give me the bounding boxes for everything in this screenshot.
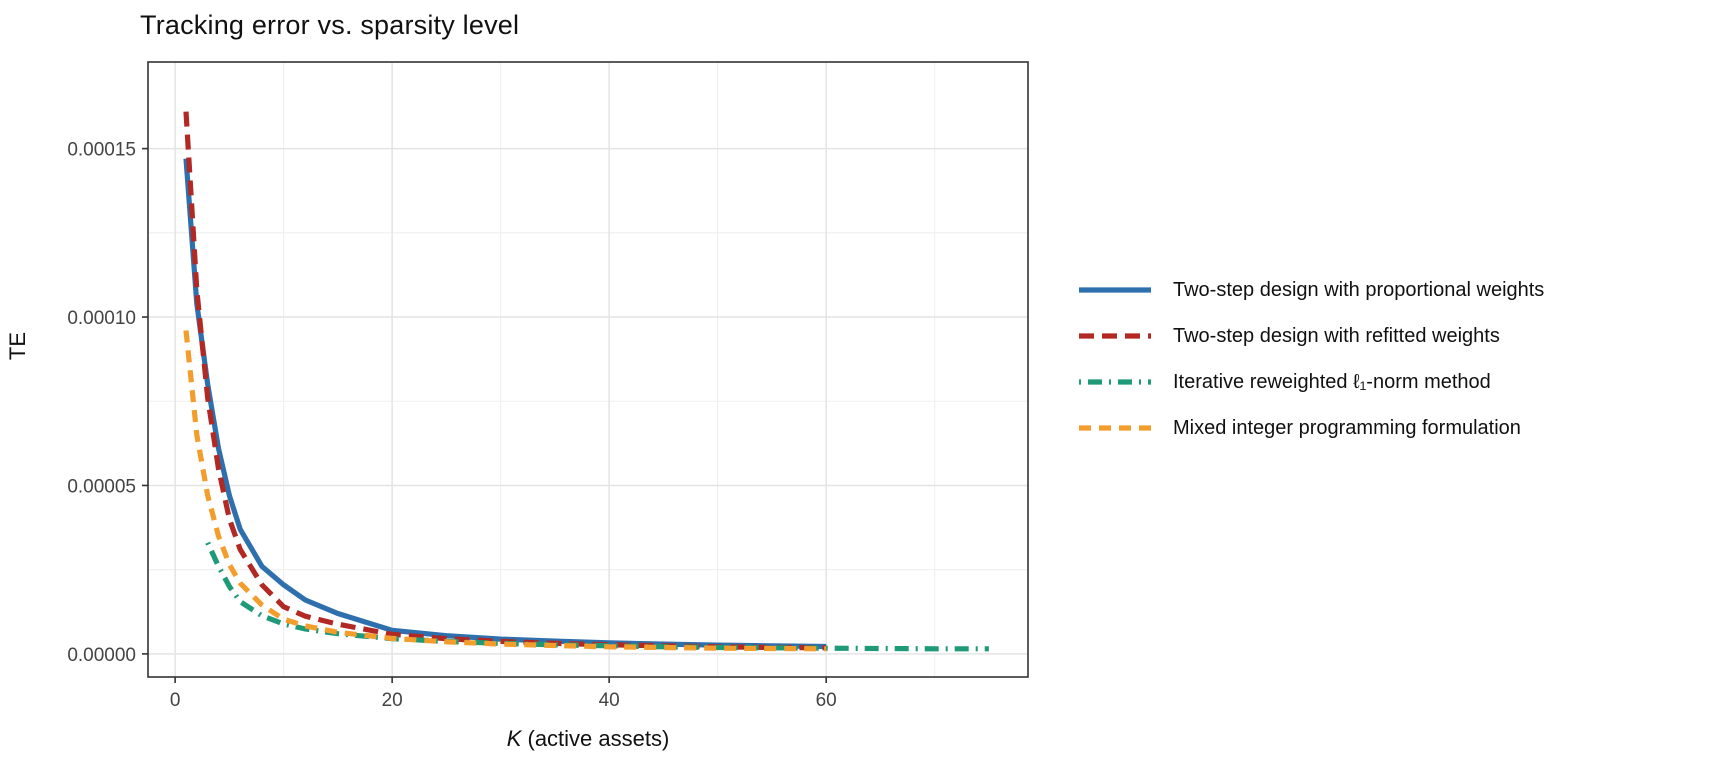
legend-key-line-0 [1079,287,1151,293]
legend-label-2: Iterative reweighted ℓ₁-norm method [1173,370,1491,393]
legend-key-line-3 [1079,425,1151,431]
legend-key-line-2 [1079,379,1151,385]
legend-label-3: Mixed integer programming formulation [1173,416,1521,439]
legend-item-0: Two-step design with proportional weight… [1077,278,1544,302]
y-tick-label: 0.00005 [67,476,136,497]
legend-key-line-1 [1079,333,1151,339]
x-tick-label: 0 [170,690,181,711]
legend-label-1: Two-step design with refitted weights [1173,324,1500,347]
y-tick-label: 0.00000 [67,645,136,666]
legend-item-3: Mixed integer programming formulation [1077,416,1544,440]
y-axis-label: TE [5,331,30,361]
panel-background [148,62,1028,677]
y-tick-label: 0.00010 [67,308,136,329]
chart-title: Tracking error vs. sparsity level [140,10,520,40]
y-tick-label: 0.00015 [67,140,136,161]
x-axis-label-variable: K [506,726,522,751]
x-axis-label: K (active assets) [148,726,1028,752]
x-tick-label: 60 [816,690,837,711]
series-line-2 [205,541,989,652]
x-tick-label: 20 [382,690,403,711]
panel-border [147,61,1029,678]
x-tick-label: 40 [599,690,620,711]
x-axis-label-rest: (active assets) [521,726,670,751]
legend: Two-step design with proportional weight… [1077,278,1544,462]
legend-item-1: Two-step design with refitted weights [1077,324,1544,348]
legend-label-0: Two-step design with proportional weight… [1173,278,1545,301]
series-line-3 [183,330,827,652]
legend-item-2: Iterative reweighted ℓ₁-norm method [1077,370,1544,394]
